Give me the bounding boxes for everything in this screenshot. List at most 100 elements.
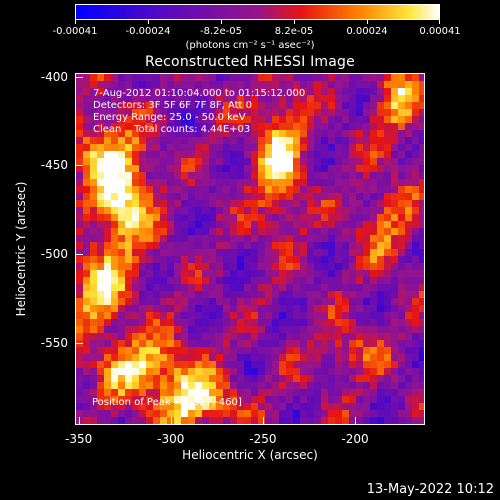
image-pixel [258,375,265,382]
image-pixel [97,144,104,151]
image-pixel [349,158,356,165]
image-pixel [125,284,132,291]
image-pixel [272,312,279,319]
image-pixel [202,298,209,305]
image-pixel [244,179,251,186]
image-pixel [412,284,419,291]
image-pixel [279,326,286,333]
image-pixel [391,424,398,425]
image-pixel [258,207,265,214]
image-pixel [293,368,300,375]
image-pixel [419,382,424,389]
image-pixel [160,95,167,102]
image-pixel [300,284,307,291]
image-pixel [76,284,83,291]
image-pixel [363,235,370,242]
image-pixel [160,291,167,298]
image-pixel [132,389,139,396]
colorbar-tick-label: -0.00024 [125,26,171,37]
image-pixel [244,291,251,298]
image-pixel [342,291,349,298]
image-pixel [90,354,97,361]
image-pixel [265,165,272,172]
image-pixel [97,340,104,347]
image-pixel [188,389,195,396]
image-pixel [125,207,132,214]
clean-counts-label: Clean Total counts: 4.44E+03 [93,124,251,135]
image-pixel [202,263,209,270]
image-pixel [398,249,405,256]
image-pixel [209,354,216,361]
image-pixel [363,403,370,410]
image-pixel [209,396,216,403]
image-pixel [391,291,398,298]
image-pixel [328,221,335,228]
image-pixel [293,214,300,221]
image-pixel [167,74,174,81]
image-pixel [146,221,153,228]
image-pixel [188,340,195,347]
image-pixel [181,256,188,263]
image-pixel [76,228,83,235]
image-pixel [83,151,90,158]
image-pixel [160,102,167,109]
image-pixel [265,200,272,207]
image-pixel [384,207,391,214]
image-pixel [104,396,111,403]
image-pixel [265,228,272,235]
image-pixel [265,417,272,424]
image-pixel [391,319,398,326]
image-pixel [83,214,90,221]
image-pixel [244,326,251,333]
image-pixel [363,88,370,95]
image-pixel [244,74,251,81]
image-pixel [216,109,223,116]
image-pixel [181,354,188,361]
image-pixel [377,207,384,214]
image-pixel [125,165,132,172]
image-pixel [195,116,202,123]
image-pixel [328,368,335,375]
image-pixel [377,333,384,340]
image-pixel [314,235,321,242]
image-pixel [342,424,349,425]
image-pixel [412,263,419,270]
image-pixel [377,116,384,123]
image-pixel [349,137,356,144]
image-pixel [328,102,335,109]
image-pixel [258,256,265,263]
image-pixel [321,123,328,130]
image-pixel [293,81,300,88]
image-pixel [405,137,412,144]
image-pixel [384,186,391,193]
image-pixel [405,312,412,319]
colorbar-tick-label: 0.00041 [419,26,461,37]
image-pixel [356,256,363,263]
image-pixel [76,123,83,130]
image-pixel [314,249,321,256]
image-pixel [286,368,293,375]
image-pixel [363,396,370,403]
image-pixel [174,88,181,95]
image-pixel [370,144,377,151]
image-pixel [237,410,244,417]
image-pixel [293,361,300,368]
image-pixel [314,88,321,95]
image-pixel [349,88,356,95]
image-pixel [314,151,321,158]
image-pixel [363,347,370,354]
image-pixel [293,305,300,312]
image-pixel [349,235,356,242]
image-pixel [223,200,230,207]
image-pixel [391,305,398,312]
image-pixel [405,95,412,102]
image-pixel [321,116,328,123]
image-pixel [139,347,146,354]
image-pixel [335,116,342,123]
image-pixel [293,242,300,249]
image-pixel [160,172,167,179]
image-pixel [132,368,139,375]
image-pixel [97,270,104,277]
image-pixel [174,144,181,151]
image-pixel [363,242,370,249]
